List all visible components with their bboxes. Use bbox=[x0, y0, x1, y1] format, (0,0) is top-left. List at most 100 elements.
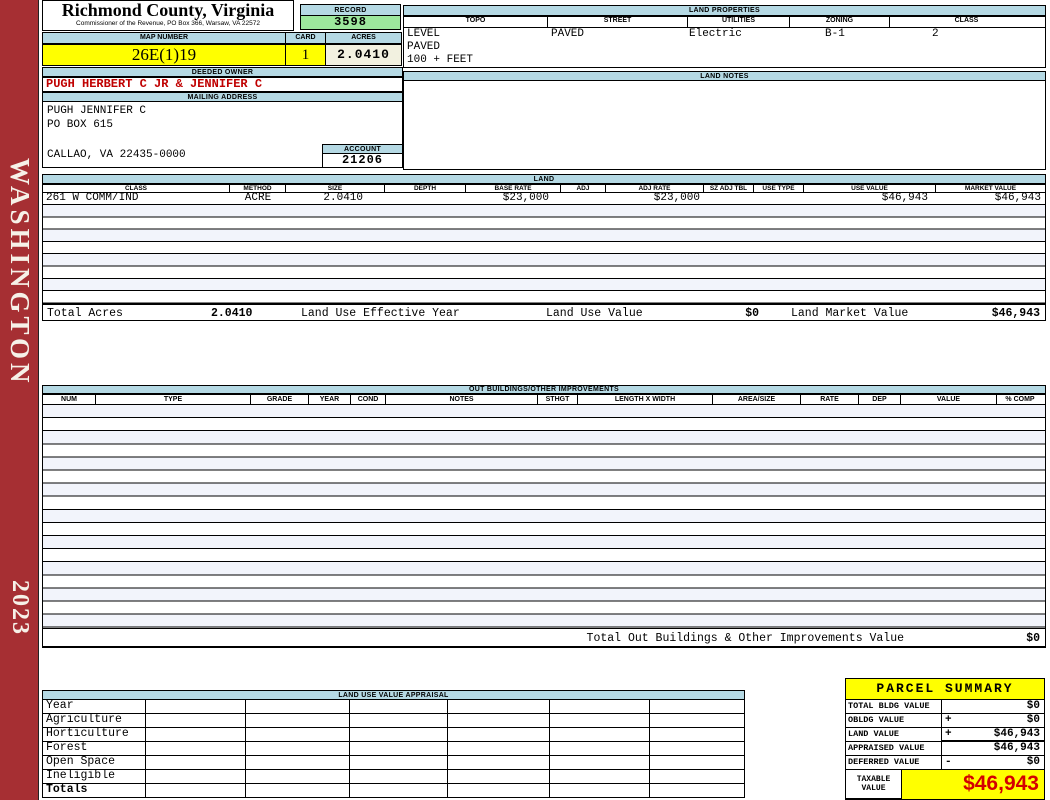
appraisal-row-agriculture: Agriculture bbox=[42, 714, 745, 728]
ob-h-rate: RATE bbox=[801, 395, 859, 404]
account-box: ACCOUNT 21206 bbox=[322, 144, 403, 168]
deeded-owner-label: DEEDED OWNER bbox=[42, 67, 403, 77]
ob-h-length-width: LENGTH X WIDTH bbox=[578, 395, 713, 404]
ob-h-sthgt: STHGT bbox=[538, 395, 578, 404]
out-buildings-empty-rows bbox=[42, 405, 1046, 628]
mailing-address-label: MAILING ADDRESS bbox=[42, 92, 403, 102]
land-h-use-value: USE VALUE bbox=[804, 185, 936, 192]
mailing-line-2: PO BOX 615 bbox=[47, 119, 114, 131]
card-value: 1 bbox=[286, 45, 326, 65]
land-h-adj: ADJ bbox=[561, 185, 606, 192]
topo-value-2: PAVED bbox=[407, 41, 441, 53]
ob-h-num: NUM bbox=[43, 395, 96, 404]
out-buildings-total-row: Total Out Buildings & Other Improvements… bbox=[42, 628, 1046, 648]
class-header: CLASS bbox=[890, 17, 1043, 27]
land-h-class: CLASS bbox=[43, 185, 230, 192]
commissioner-line: Commissioner of the Revenue, PO Box 366,… bbox=[76, 20, 260, 27]
district-name: WASHINGTON bbox=[5, 158, 35, 387]
map-value-row: 26E(1)19 1 2.0410 bbox=[42, 44, 402, 66]
ps-row-taxable: TAXABLE VALUE $46,943 bbox=[845, 770, 1045, 800]
deeded-owner-value: PUGH HERBERT C JR & JENNIFER C bbox=[42, 77, 403, 92]
land-h-market-value: MARKET VALUE bbox=[936, 185, 1045, 192]
land-table-empty-rows bbox=[42, 205, 1046, 303]
ob-total-value: $0 bbox=[1026, 632, 1040, 645]
topo-header: TOPO bbox=[404, 17, 548, 27]
acres-label: ACRES bbox=[326, 33, 401, 43]
total-acres-label: Total Acres bbox=[47, 307, 123, 320]
land-table-row: 261 W COMM/IND ACRE 2.0410 $23,000 $23,0… bbox=[42, 193, 1046, 205]
zoning-value: B-1 bbox=[825, 28, 845, 40]
utilities-value: Electric bbox=[689, 28, 742, 40]
land-properties-values: LEVEL PAVED Electric B-1 2 PAVED 100 + F… bbox=[403, 28, 1046, 68]
ob-h-year: YEAR bbox=[309, 395, 351, 404]
mailing-line-3: CALLAO, VA 22435-0000 bbox=[47, 149, 186, 161]
land-market-value: $46,943 bbox=[991, 307, 1040, 320]
appraisal-row-forest: Forest bbox=[42, 742, 745, 756]
tax-year: 2023 bbox=[7, 580, 33, 636]
record-label: RECORD bbox=[300, 4, 401, 16]
ob-h-area-size: AREA/SIZE bbox=[713, 395, 801, 404]
land-table-headers: CLASS METHOD SIZE DEPTH BASE RATE ADJ AD… bbox=[42, 184, 1046, 193]
land-properties-title: LAND PROPERTIES bbox=[403, 5, 1046, 16]
land-h-method: METHOD bbox=[230, 185, 286, 192]
mailing-line-1: PUGH JENNIFER C bbox=[47, 105, 147, 117]
map-header-row: MAP NUMBER CARD ACRES bbox=[42, 32, 402, 44]
land-market-value-label: Land Market Value bbox=[791, 307, 909, 320]
utilities-header: UTILITIES bbox=[688, 17, 790, 27]
total-acres-value: 2.0410 bbox=[211, 307, 253, 320]
ps-row-total-bldg: TOTAL BLDG VALUE $0 bbox=[845, 700, 1045, 714]
record-value: 3598 bbox=[300, 16, 401, 30]
topo-value-3: 100 + FEET bbox=[407, 54, 474, 66]
ob-h-value: VALUE bbox=[901, 395, 997, 404]
class-value: 2 bbox=[932, 28, 939, 40]
ob-total-label: Total Out Buildings & Other Improvements… bbox=[586, 632, 904, 645]
land-totals-row: Total Acres 2.0410 Land Use Effective Ye… bbox=[42, 303, 1046, 321]
appraisal-row-horticulture: Horticulture bbox=[42, 728, 745, 742]
ps-row-obldg: OBLDG VALUE + $0 bbox=[845, 714, 1045, 728]
county-header: Richmond County, Virginia Commissioner o… bbox=[42, 0, 294, 31]
street-value: PAVED bbox=[551, 28, 585, 40]
land-h-base-rate: BASE RATE bbox=[466, 185, 561, 192]
land-notes-area bbox=[403, 81, 1046, 170]
zoning-header: ZONING bbox=[790, 17, 890, 27]
out-buildings-title: OUT BUILDINGS/OTHER IMPROVEMENTS bbox=[42, 385, 1046, 394]
land-use-effective-year-label: Land Use Effective Year bbox=[301, 307, 460, 320]
land-h-depth: DEPTH bbox=[385, 185, 466, 192]
ps-row-land-value: LAND VALUE + $46,943 bbox=[845, 728, 1045, 742]
land-h-sz-adj-tbl: SZ ADJ TBL bbox=[704, 185, 754, 192]
ps-row-deferred: DEFERRED VALUE - $0 bbox=[845, 756, 1045, 770]
ob-h-notes: NOTES bbox=[386, 395, 538, 404]
land-use-value-label: Land Use Value bbox=[546, 307, 643, 320]
ob-h-type: TYPE bbox=[96, 395, 251, 404]
parcel-summary-title: PARCEL SUMMARY bbox=[845, 678, 1045, 700]
appraisal-row-open-space: Open Space bbox=[42, 756, 745, 770]
land-properties-headers: TOPO STREET UTILITIES ZONING CLASS bbox=[403, 16, 1046, 28]
card-label: CARD bbox=[286, 33, 326, 43]
ob-h-comp: % COMP bbox=[997, 395, 1043, 404]
account-label: ACCOUNT bbox=[322, 144, 403, 154]
appraisal-row-totals: Totals bbox=[42, 784, 745, 798]
taxable-value: $46,943 bbox=[963, 772, 1039, 795]
spine-sidebar: WASHINGTON 2023 bbox=[0, 0, 39, 800]
ob-h-grade: GRADE bbox=[251, 395, 309, 404]
ob-h-dep: DEP bbox=[859, 395, 901, 404]
county-title: Richmond County, Virginia bbox=[61, 0, 275, 20]
street-header: STREET bbox=[548, 17, 688, 27]
appraisal-title: LAND USE VALUE APPRAISAL bbox=[42, 690, 745, 700]
land-h-use-type: USE TYPE bbox=[754, 185, 804, 192]
land-use-value: $0 bbox=[745, 307, 759, 320]
appraisal-row-year: Year bbox=[42, 700, 745, 714]
account-value: 21206 bbox=[322, 154, 403, 168]
map-number-value: 26E(1)19 bbox=[43, 45, 286, 65]
acres-value: 2.0410 bbox=[326, 45, 401, 65]
land-title: LAND bbox=[42, 174, 1046, 184]
parcel-summary: PARCEL SUMMARY TOTAL BLDG VALUE $0 OBLDG… bbox=[845, 678, 1045, 800]
record-box: RECORD 3598 bbox=[300, 4, 401, 30]
topo-value: LEVEL bbox=[407, 28, 441, 40]
out-buildings-headers: NUM TYPE GRADE YEAR COND NOTES STHGT LEN… bbox=[42, 394, 1046, 405]
ob-h-cond: COND bbox=[351, 395, 386, 404]
land-h-size: SIZE bbox=[286, 185, 385, 192]
map-number-label: MAP NUMBER bbox=[43, 33, 286, 43]
land-notes-title: LAND NOTES bbox=[403, 71, 1046, 81]
